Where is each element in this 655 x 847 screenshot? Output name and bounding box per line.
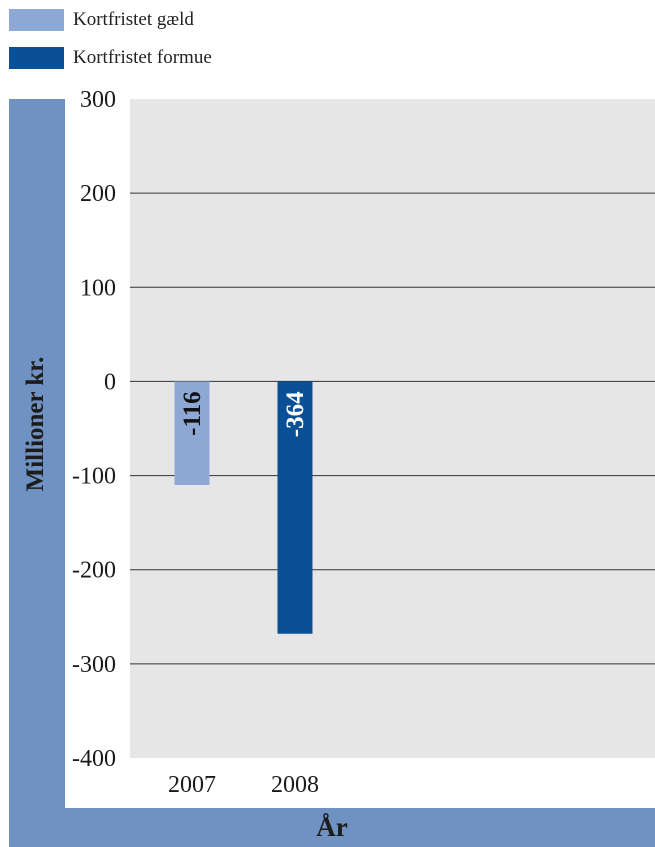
legend-swatch-formue (9, 47, 64, 69)
plot-area (130, 99, 655, 758)
y-tick-label: -200 (72, 558, 116, 584)
legend-label-formue: Kortfristet formue (73, 47, 212, 68)
legend-item-gaeld: Kortfristet gæld (9, 9, 194, 31)
data-label-2008: -364 (282, 391, 309, 437)
y-tick-label: 300 (80, 87, 116, 113)
y-tick-label: 200 (80, 181, 116, 207)
y-tick-label: -300 (72, 652, 116, 678)
data-label-2007: -116 (179, 391, 206, 435)
legend-swatch-gaeld (9, 9, 64, 31)
legend-item-formue: Kortfristet formue (9, 47, 212, 69)
bar-2007 (174, 381, 210, 485)
y-tick-label: -400 (72, 746, 116, 772)
y-tick-label: -100 (72, 464, 116, 490)
legend-label-gaeld: Kortfristet gæld (73, 9, 194, 30)
y-tick-label: 100 (80, 275, 116, 301)
x-tick-label: 2007 (168, 772, 216, 798)
bar-2008 (277, 381, 313, 634)
x-axis-label: År (316, 812, 348, 842)
y-tick-label: 0 (104, 369, 116, 395)
x-tick-label: 2008 (271, 772, 319, 798)
